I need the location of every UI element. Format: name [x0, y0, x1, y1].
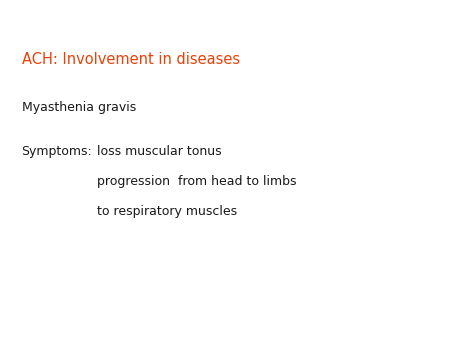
Text: Symptoms:: Symptoms: — [22, 145, 92, 158]
Text: progression  from head to limbs: progression from head to limbs — [97, 175, 296, 188]
Text: loss muscular tonus: loss muscular tonus — [97, 145, 221, 158]
Text: to respiratory muscles: to respiratory muscles — [97, 205, 237, 218]
Text: ACH: Involvement in diseases: ACH: Involvement in diseases — [22, 52, 240, 67]
Text: Myasthenia gravis: Myasthenia gravis — [22, 101, 136, 114]
